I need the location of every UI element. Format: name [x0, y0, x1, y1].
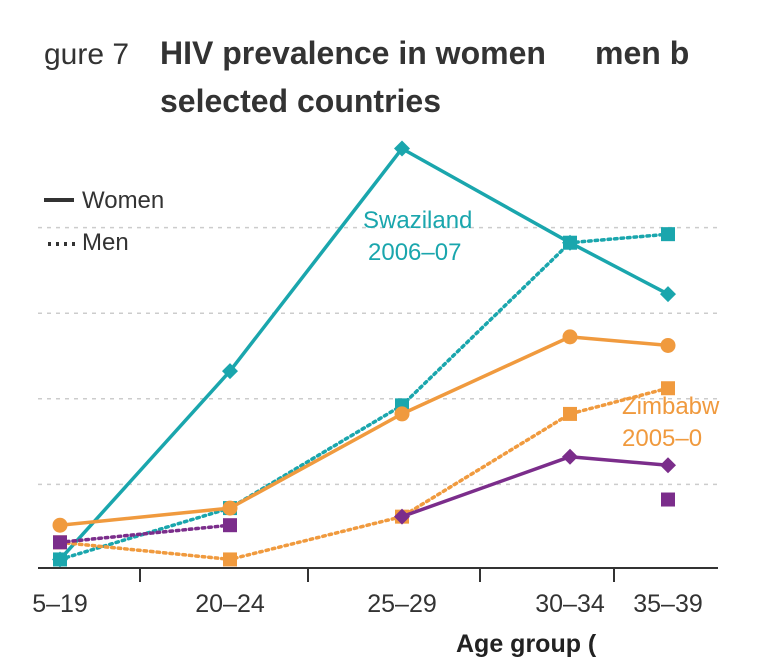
data-point-sw_women-1 [222, 363, 238, 380]
zimbabwe-years: 2005–0 [622, 425, 702, 452]
data-point-c3_men-0 [53, 535, 67, 550]
x-axis-label: Age group ( [456, 630, 597, 658]
data-point-zw_women-0 [52, 517, 68, 533]
chart-title-line2: selected countries [160, 83, 441, 119]
chart-title-line1: HIV prevalence in women [160, 35, 546, 71]
series-group [52, 140, 676, 568]
data-point-zw_women-4 [660, 337, 676, 353]
data-point-c3_men-4 [661, 492, 675, 507]
data-point-zw_women-1 [222, 500, 238, 516]
data-point-sw_women-2 [394, 140, 410, 157]
data-point-zw_women-2 [394, 406, 410, 422]
data-point-sw_men-0 [53, 552, 67, 567]
x-tick-label-2: 25–29 [367, 590, 437, 618]
series-line-c3_women [401, 454, 669, 519]
data-point-sw_men-3 [563, 235, 577, 250]
series-line-c3_men [60, 500, 668, 543]
data-point-zw_men-1 [223, 552, 237, 567]
chart-title-line1-end: men b [595, 35, 689, 71]
legend-men-label: Men [82, 229, 129, 256]
data-point-c3_women-3 [562, 448, 578, 465]
figure-label: gure 7 [44, 38, 129, 71]
data-point-zw_men-4 [661, 381, 675, 396]
data-point-zw_men-3 [563, 406, 577, 421]
zimbabwe-label: Zimbabw [622, 393, 720, 420]
data-point-c3_women-4 [660, 457, 676, 474]
series-line-sw_men [58, 232, 670, 562]
series-line-zw_women [59, 335, 669, 527]
data-point-zw_women-3 [562, 329, 578, 345]
x-tick-label-1: 20–24 [195, 590, 265, 618]
legend: Women Men [44, 187, 164, 256]
x-axis: 5–19 20–24 25–29 30–34 35–39 [32, 567, 718, 618]
data-point-c3_men-1 [223, 518, 237, 533]
x-tick-label-0: 5–19 [32, 590, 88, 618]
data-point-sw_men-4 [661, 227, 675, 242]
data-point-sw_women-4 [660, 286, 676, 303]
swaziland-label: Swaziland [363, 207, 472, 234]
swaziland-years: 2006–07 [368, 239, 461, 266]
x-tick-label-4: 35–39 [633, 590, 703, 618]
legend-women-label: Women [82, 187, 164, 214]
data-point-c3_women-2 [394, 508, 410, 525]
x-tick-label-3: 30–34 [535, 590, 605, 618]
